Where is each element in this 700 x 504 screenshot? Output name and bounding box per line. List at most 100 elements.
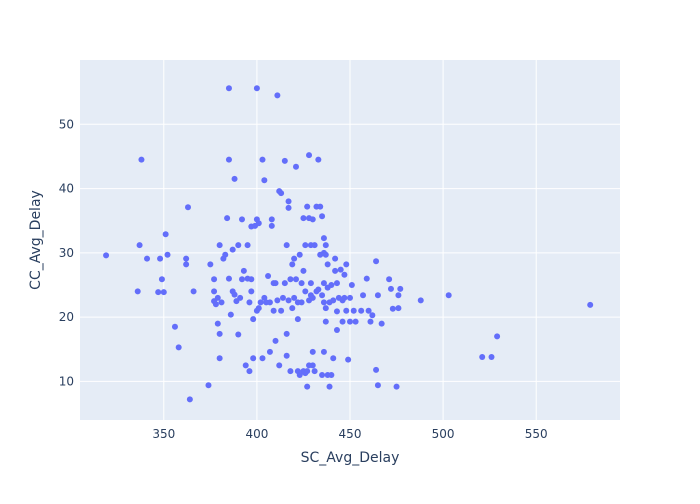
data-point — [214, 320, 221, 327]
data-point — [332, 255, 339, 262]
data-point — [211, 288, 218, 295]
y-tick-label: 10 — [59, 374, 74, 388]
data-point — [311, 368, 318, 375]
data-point — [445, 292, 452, 299]
data-point — [488, 354, 495, 360]
data-point — [158, 276, 165, 283]
data-point — [134, 288, 141, 295]
data-point — [319, 213, 326, 220]
data-point — [287, 368, 294, 375]
data-point — [294, 316, 301, 323]
y-tick-label: 40 — [59, 182, 74, 196]
data-point — [374, 292, 381, 299]
data-point — [309, 362, 316, 369]
data-point — [274, 92, 281, 99]
data-point — [332, 267, 339, 274]
data-point — [225, 156, 232, 163]
data-point — [183, 255, 190, 262]
data-point — [155, 289, 162, 296]
data-point — [373, 258, 380, 265]
data-point — [296, 251, 303, 258]
data-point — [225, 85, 232, 92]
data-point — [322, 242, 329, 249]
x-tick-label: 550 — [525, 427, 548, 441]
y-tick-labels: 10 20 30 40 50 — [59, 117, 74, 388]
data-point — [337, 266, 344, 273]
data-point — [248, 288, 255, 295]
gridlines — [80, 60, 620, 420]
data-point — [289, 261, 296, 268]
data-point — [322, 305, 329, 312]
data-point — [216, 330, 223, 337]
data-point — [276, 362, 283, 369]
data-point — [367, 318, 374, 325]
data-point — [274, 297, 281, 304]
data-point — [343, 261, 350, 268]
data-point — [494, 333, 501, 340]
data-point — [311, 242, 318, 249]
data-point — [259, 156, 266, 163]
data-point — [283, 330, 290, 337]
data-point — [358, 307, 365, 314]
data-point — [242, 362, 249, 369]
data-point — [259, 355, 266, 362]
data-point — [363, 275, 370, 282]
data-point — [211, 276, 218, 283]
data-point — [216, 242, 223, 249]
data-point — [266, 348, 273, 355]
data-point — [298, 280, 305, 287]
data-point — [190, 288, 197, 295]
data-point — [171, 323, 178, 330]
data-point — [328, 282, 335, 288]
data-point — [291, 255, 298, 262]
data-point — [224, 215, 231, 222]
y-tick-label: 30 — [59, 246, 74, 260]
data-point — [283, 352, 290, 359]
data-point — [212, 301, 219, 308]
data-point — [300, 215, 307, 222]
data-point — [270, 307, 277, 314]
data-point — [255, 305, 262, 312]
data-point — [265, 273, 272, 279]
data-point — [246, 368, 253, 375]
data-point — [186, 396, 193, 403]
data-point — [319, 292, 326, 299]
data-point — [239, 276, 245, 283]
data-point — [393, 383, 400, 390]
data-point — [268, 216, 275, 223]
data-point — [302, 242, 309, 249]
data-point — [261, 177, 268, 184]
data-point — [235, 331, 242, 338]
data-point — [374, 382, 381, 389]
data-point — [341, 294, 348, 301]
data-point — [296, 372, 303, 378]
data-point — [164, 251, 171, 258]
data-point — [229, 246, 236, 253]
data-point — [255, 220, 262, 227]
data-point — [285, 204, 292, 211]
data-point — [479, 354, 486, 360]
y-axis-title: CC_Avg_Delay — [28, 190, 44, 290]
data-point — [333, 327, 340, 333]
data-point — [136, 242, 143, 249]
x-axis-title: SC_Avg_Delay — [301, 450, 400, 466]
data-point — [235, 242, 242, 249]
data-point — [341, 271, 348, 278]
data-point — [253, 85, 260, 92]
data-point — [309, 216, 316, 223]
data-point — [298, 299, 305, 306]
data-point — [320, 348, 327, 355]
data-point — [250, 316, 257, 323]
data-point — [285, 297, 292, 304]
data-point — [309, 348, 316, 355]
data-point — [320, 299, 327, 306]
data-point — [369, 312, 376, 319]
data-point — [205, 382, 212, 389]
data-point — [324, 261, 331, 268]
data-point — [315, 286, 322, 293]
data-point — [330, 297, 337, 304]
data-point — [237, 294, 244, 301]
data-point — [160, 289, 167, 296]
data-point — [302, 288, 309, 295]
data-point — [214, 294, 221, 301]
